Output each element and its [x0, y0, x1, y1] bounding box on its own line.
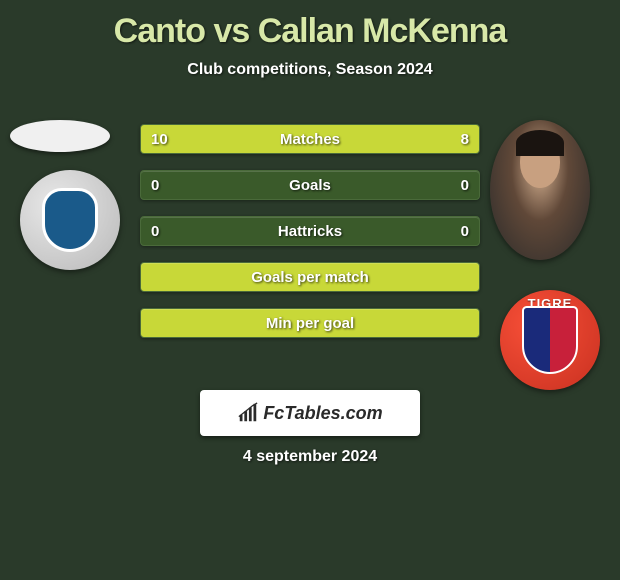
player-left-avatar [10, 120, 110, 152]
stats-bars: 10 8 Matches 0 0 Goals 0 0 Hattricks Goals per ma… [140, 124, 480, 354]
bar-label: Matches [280, 131, 340, 148]
player-right-avatar [490, 120, 590, 260]
club-right-badge: TIGRE [500, 290, 600, 390]
bar-label: Goals per match [251, 269, 369, 286]
club-left-badge [20, 170, 120, 270]
bar-label: Hattricks [278, 223, 342, 240]
bar-left-value: 0 [151, 177, 159, 194]
bar-left-value: 0 [151, 223, 159, 240]
club-left-crest-icon [42, 188, 98, 252]
stat-bar: Goals per match [140, 262, 480, 292]
brand-text: FcTables.com [263, 403, 382, 424]
chart-icon [237, 402, 259, 424]
date-text: 4 september 2024 [0, 448, 620, 466]
stat-bar: 0 0 Hattricks [140, 216, 480, 246]
stat-bar: 10 8 Matches [140, 124, 480, 154]
bar-label: Goals [289, 177, 331, 194]
stat-bar: Min per goal [140, 308, 480, 338]
bar-right-value: 0 [461, 177, 469, 194]
bar-fill-right [327, 125, 479, 153]
bar-right-value: 0 [461, 223, 469, 240]
page-title: Canto vs Callan McKenna [0, 0, 620, 51]
bar-label: Min per goal [266, 315, 354, 332]
stat-bar: 0 0 Goals [140, 170, 480, 200]
club-right-crest-icon [522, 306, 578, 374]
subtitle: Club competitions, Season 2024 [0, 61, 620, 79]
brand-box: FcTables.com [200, 390, 420, 436]
bar-right-value: 8 [461, 131, 469, 148]
bar-left-value: 10 [151, 131, 168, 148]
